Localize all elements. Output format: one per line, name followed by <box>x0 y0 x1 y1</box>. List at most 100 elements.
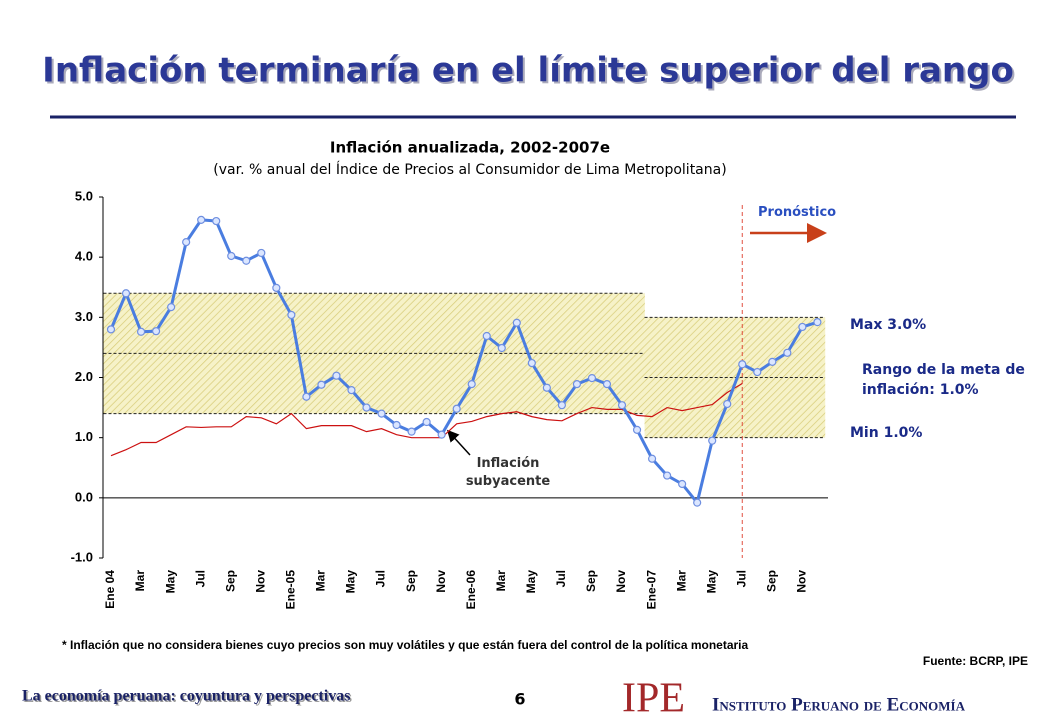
point <box>317 380 326 389</box>
x-tick-label: Jul <box>193 570 207 587</box>
point <box>437 430 446 439</box>
point <box>347 386 356 395</box>
point <box>527 358 536 368</box>
point <box>753 367 762 377</box>
point <box>272 283 281 292</box>
series-line <box>109 218 818 506</box>
point <box>182 238 191 247</box>
y-tick-label: 2.0 <box>75 369 93 384</box>
series-line <box>110 383 743 457</box>
y-tick-label: 0.0 <box>75 489 93 504</box>
core-label: Inflación subyacente <box>465 456 551 489</box>
point <box>723 399 732 409</box>
forecast-label: Pronóstico <box>758 205 837 220</box>
x-tick-label: Sep <box>764 570 778 592</box>
x-tick-label: Jul <box>554 570 568 587</box>
point <box>708 436 717 445</box>
point <box>738 360 747 369</box>
y-tick-label: -1.0 <box>71 549 93 564</box>
footer-text: La economía peruana: coyuntura y perspec… <box>22 688 350 705</box>
point <box>497 343 506 353</box>
x-tick-label: Jul <box>374 570 388 587</box>
point <box>106 325 116 334</box>
point <box>602 380 612 389</box>
point <box>452 404 461 413</box>
point <box>362 403 371 412</box>
point <box>542 383 551 392</box>
y-tick-label: 1.0 <box>75 429 93 444</box>
point <box>392 420 401 430</box>
slide-title: Inflación terminaría en el límite superi… <box>42 51 1014 91</box>
y-tick-label: 5.0 <box>75 188 93 203</box>
point <box>302 392 311 401</box>
x-tick-label: Mar <box>133 570 147 592</box>
point <box>332 371 341 380</box>
title-shadow: Inflación terminaría en el límite superi… <box>44 53 1016 93</box>
point <box>151 327 161 336</box>
point <box>467 380 476 389</box>
min-label: Min 1.0% <box>850 425 923 441</box>
point <box>813 318 822 327</box>
point <box>257 248 266 258</box>
point <box>482 331 491 341</box>
point <box>587 374 597 383</box>
annotation-arrow <box>446 429 471 456</box>
institute-name: Instituto Peruano de Economía <box>712 694 966 715</box>
x-tick-label: Mar <box>674 570 688 592</box>
point <box>197 215 206 224</box>
logo: IPE <box>622 676 685 720</box>
x-tick-label: May <box>163 570 177 594</box>
point <box>422 417 431 427</box>
point <box>632 425 642 434</box>
x-tick-label: Ene-05 <box>284 570 298 610</box>
x-tick-label: Sep <box>584 570 598 592</box>
chart-title: Inflación anualizada, 2002-2007e <box>330 139 610 157</box>
point <box>557 401 567 410</box>
source: Fuente: BCRP, IPE <box>923 654 1028 668</box>
point <box>167 303 176 312</box>
chart-subtitle: (var. % anual del Índice de Precios al C… <box>213 161 726 178</box>
y-tick-label: 4.0 <box>75 249 93 264</box>
x-tick-label: Sep <box>404 570 418 592</box>
x-tick-label: May <box>344 570 358 594</box>
point <box>783 348 792 357</box>
point <box>407 427 416 436</box>
x-tick-label: Mar <box>314 570 328 592</box>
point <box>121 289 131 298</box>
x-tick-label: Nov <box>614 570 628 593</box>
point <box>377 409 386 418</box>
point <box>512 318 521 327</box>
x-tick-label: Mar <box>494 570 508 592</box>
x-tick-label: Nov <box>253 570 267 593</box>
x-tick-label: Nov <box>795 570 809 593</box>
x-tick-label: Nov <box>434 570 448 593</box>
footnote: * Inflación que no considera bienes cuyo… <box>62 638 749 652</box>
x-tick-label: Sep <box>223 570 237 592</box>
point <box>768 357 777 366</box>
x-tick-label: Ene-06 <box>464 570 478 610</box>
footer-shadow: La economía peruana: coyuntura y perspec… <box>24 689 352 706</box>
point <box>287 310 296 320</box>
point <box>572 380 582 389</box>
x-tick-label: May <box>524 570 538 594</box>
point <box>798 322 807 332</box>
page-number: 6 <box>514 690 525 709</box>
point <box>242 256 251 265</box>
point <box>212 216 221 226</box>
point <box>663 471 672 480</box>
range-label: Rango de la meta de inflación: 1.0% <box>862 362 1025 398</box>
x-tick-label: May <box>704 570 718 594</box>
point <box>136 327 146 336</box>
y-tick-label: 3.0 <box>75 309 93 324</box>
point <box>227 251 236 261</box>
point <box>678 479 687 489</box>
x-tick-label: Ene-07 <box>644 570 658 610</box>
x-tick-label: Jul <box>734 570 748 587</box>
x-tick-label: Ene 04 <box>103 570 117 609</box>
point <box>617 401 627 410</box>
point <box>647 454 657 463</box>
point <box>693 498 702 507</box>
max-label: Max 3.0% <box>850 317 927 333</box>
